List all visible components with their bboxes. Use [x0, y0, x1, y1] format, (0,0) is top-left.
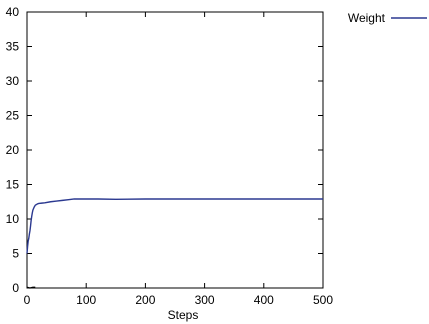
- x-tick-label: 500: [313, 293, 333, 307]
- legend: Weight: [348, 11, 427, 25]
- x-tick-label: 200: [135, 293, 155, 307]
- x-axis-label: Steps: [168, 308, 199, 322]
- y-tick-label: 10: [6, 212, 20, 226]
- x-axis: 0 100 200 300 400 500: [24, 12, 333, 307]
- y-tick-label: 5: [12, 247, 19, 261]
- legend-label-weight: Weight: [348, 11, 386, 25]
- plot-frame: [26, 11, 324, 289]
- y-tick-label: 15: [6, 178, 20, 192]
- series-line-unnamed-1: [26, 286, 36, 289]
- y-tick-label: 30: [6, 74, 20, 88]
- y-axis: 0 5 10 15 20 25 30 35 40: [6, 5, 323, 295]
- x-tick-label: 300: [195, 293, 215, 307]
- x-tick-label: 100: [76, 293, 96, 307]
- y-tick-label: 20: [6, 143, 20, 157]
- series-layer: [26, 198, 323, 289]
- x-tick-label: 400: [254, 293, 274, 307]
- series-line-weight: [26, 198, 323, 254]
- y-tick-label: 40: [6, 5, 20, 19]
- y-tick-label: 0: [12, 281, 19, 295]
- y-tick-label: 35: [6, 40, 20, 54]
- y-tick-label: 25: [6, 109, 20, 123]
- x-tick-label: 0: [24, 293, 31, 307]
